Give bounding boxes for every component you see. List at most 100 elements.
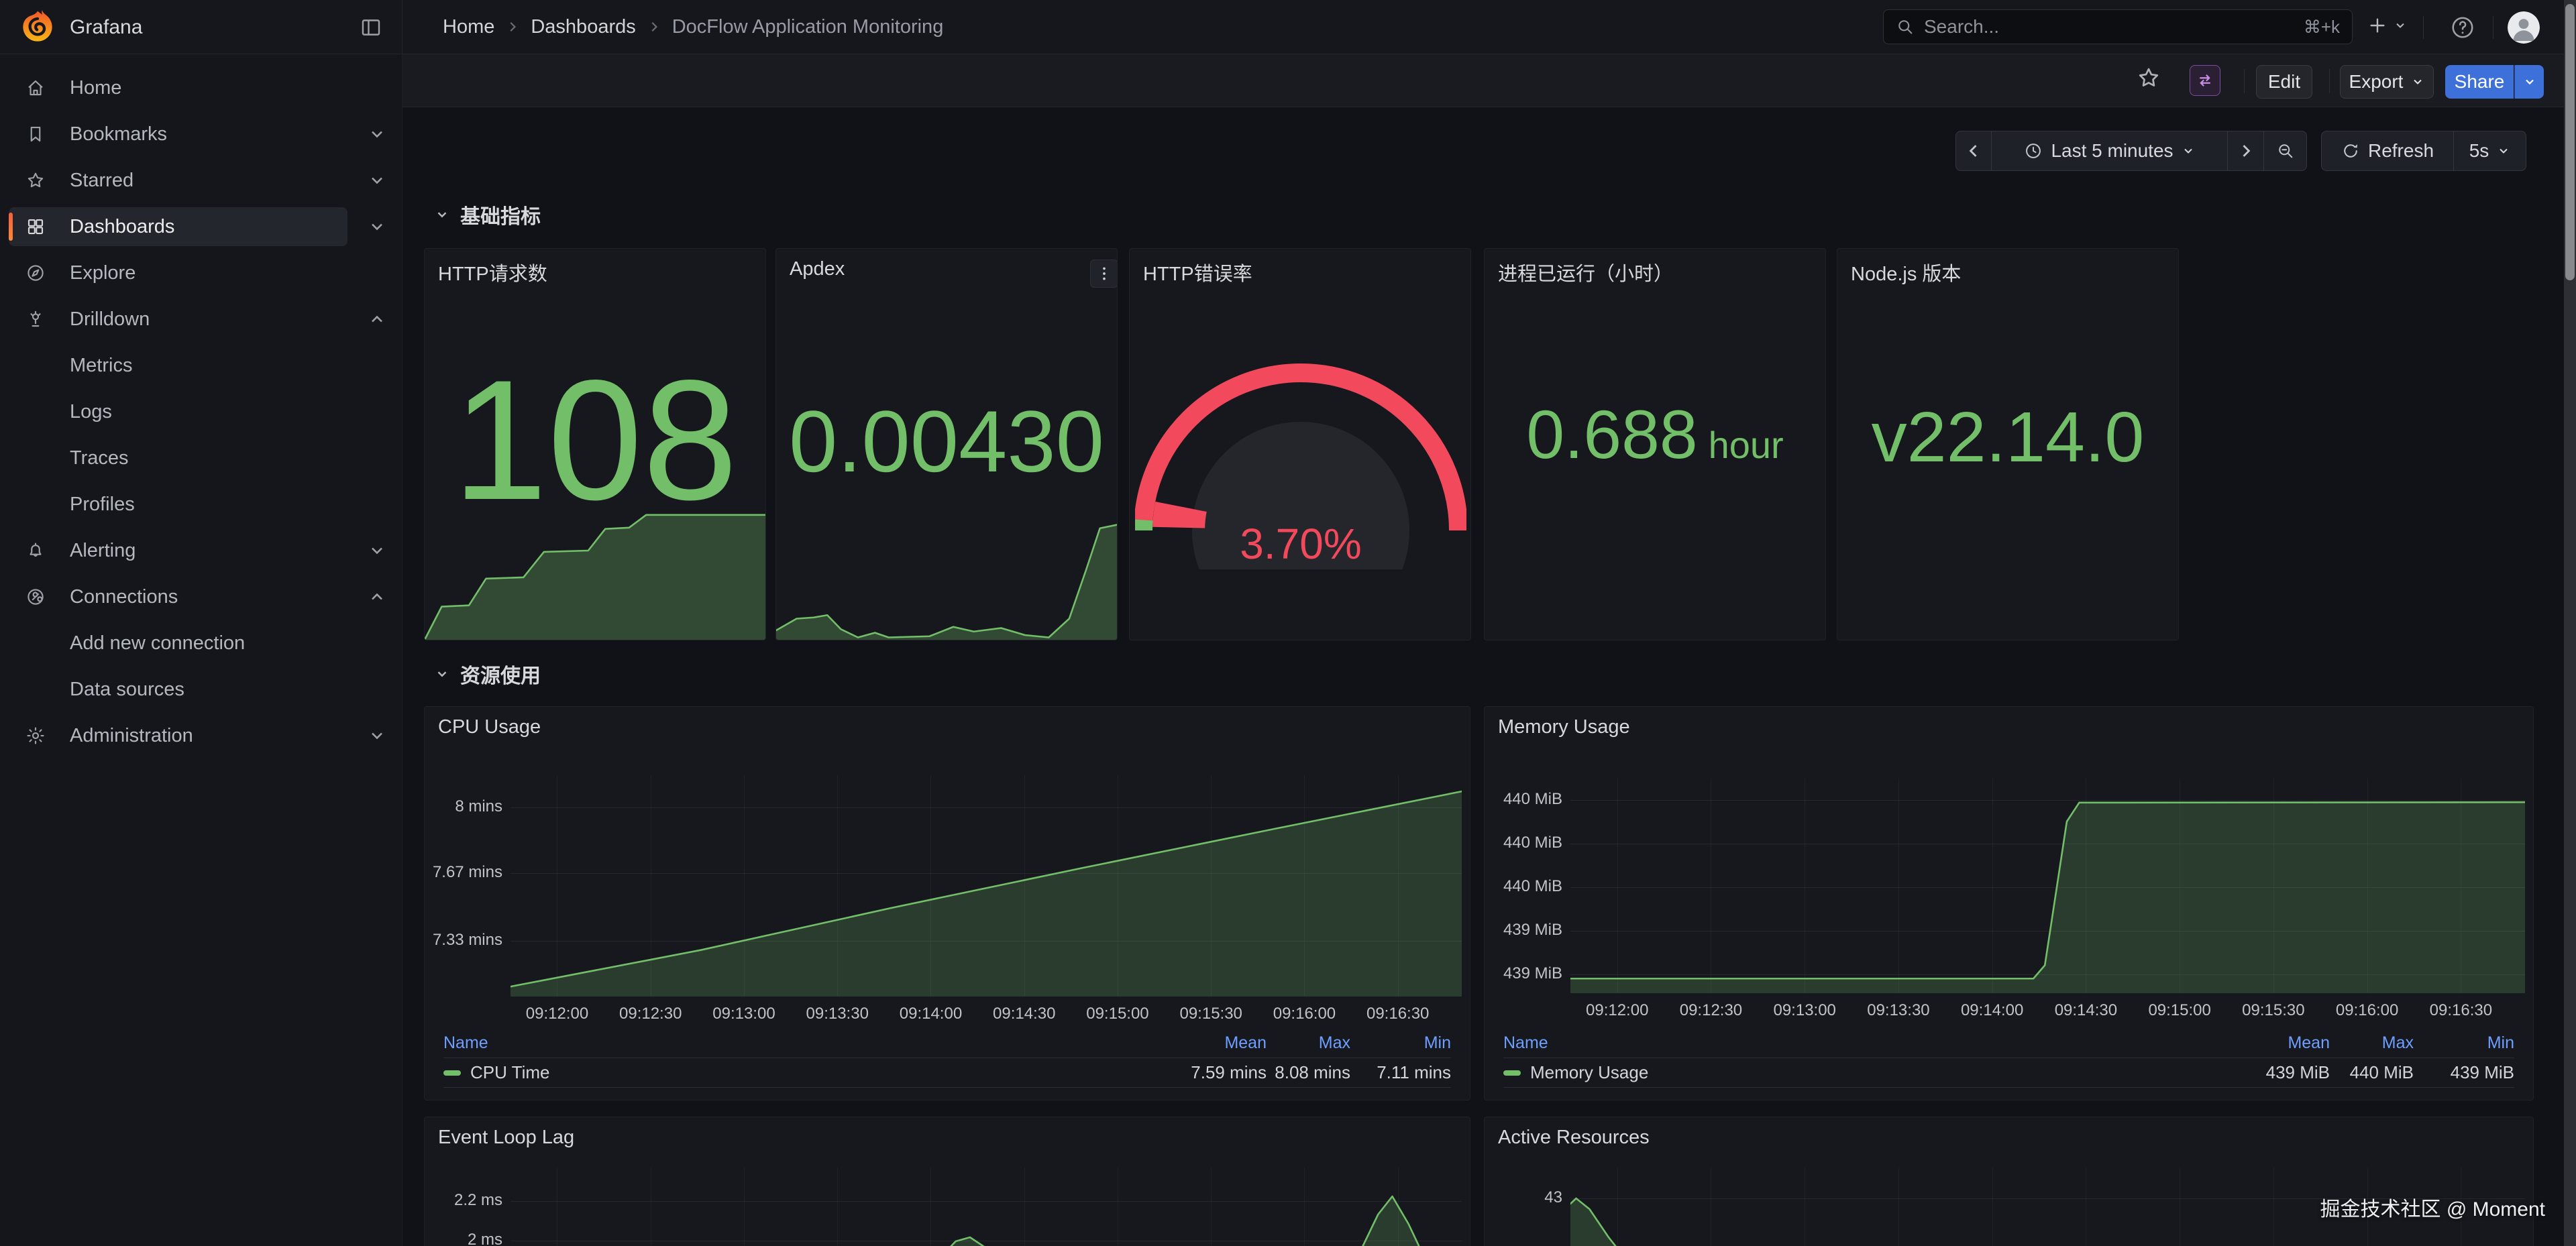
chevron-down-icon [435,667,449,681]
chart-legend: Name Mean Max Min CPU Time 7.59 mins 8.0… [425,1029,1470,1088]
time-shift-back-button[interactable] [1956,131,1991,170]
panel-title[interactable]: Active Resources [1498,1127,1650,1149]
sidebar-item-metrics[interactable]: Metrics [9,346,347,385]
series-name[interactable]: CPU Time [470,1062,549,1083]
grafana-logo-icon[interactable] [20,9,55,44]
sidebar-item-label: Dashboards [70,216,174,238]
time-range-picker[interactable]: Last 5 minutes [1991,131,2227,170]
scrollbar-thumb[interactable] [2565,4,2575,280]
series-mean: 439 MiB [2236,1062,2330,1083]
sidebar-item-profiles[interactable]: Profiles [9,485,347,524]
search-box[interactable]: ⌘+k [1883,9,2353,44]
nav-brand-section: Grafana [0,0,402,54]
export-button-label: Export [2349,71,2404,93]
panel-title[interactable]: Event Loop Lag [438,1127,574,1149]
panel-title[interactable]: CPU Usage [438,716,541,738]
legend-header-name[interactable]: Name [1503,1033,2236,1053]
zoom-out-button[interactable] [2263,131,2306,170]
sidebar-item-connections[interactable]: Connections [9,577,347,616]
sidebar-item-administration[interactable]: Administration [9,716,347,755]
drilldown-icon [25,309,46,329]
chevron-right-icon [505,19,520,34]
sidebar-item-dashboards[interactable]: Dashboards [9,207,347,246]
search-input[interactable] [1924,16,2294,38]
sidebar-item-label: Traces [70,447,129,469]
refresh-interval-label: 5s [2469,140,2489,162]
chevron-down-icon [2497,144,2510,158]
edit-button[interactable]: Edit [2256,65,2312,99]
sidebar-item-label: Starred [70,170,133,192]
row-header-resource-usage[interactable]: 资源使用 [435,659,541,689]
panel-title[interactable]: HTTP请求数 [438,258,547,286]
legend-header-mean[interactable]: Mean [2236,1033,2330,1053]
sidebar-item-starred[interactable]: Starred [9,161,347,200]
row-header-basic-metrics[interactable]: 基础指标 [435,200,541,229]
search-icon [1896,17,1915,36]
panel-nodejs-version: Node.js 版本 v22.14.0 [1837,248,2179,640]
chevron-up-icon[interactable] [368,587,386,606]
chevron-left-icon [1964,141,1983,160]
help-icon[interactable] [2450,15,2475,40]
refresh-button[interactable]: Refresh [2322,131,2453,170]
chevron-up-icon[interactable] [368,310,386,329]
top-nav-bar: Grafana Home Dashboards DocFlow Applicat… [0,0,2576,54]
breadcrumb-dashboards[interactable]: Dashboards [531,16,635,38]
stat-value: 0.688 [1526,400,1697,469]
favorite-star-icon[interactable] [2136,65,2161,91]
chevron-down-icon[interactable] [368,726,386,745]
share-menu-button[interactable] [2514,65,2544,99]
panel-title[interactable]: 进程已运行（小时） [1498,258,1673,286]
legend-header-min[interactable]: Min [2414,1033,2514,1053]
sidebar-item-traces[interactable]: Traces [9,439,347,477]
export-button[interactable]: Export [2340,65,2434,99]
legend-header-mean[interactable]: Mean [1173,1033,1267,1053]
chevron-down-icon [435,207,449,222]
sidebar-item-bookmarks[interactable]: Bookmarks [9,115,347,154]
sidebar-item-drilldown[interactable]: Drilldown [9,300,347,339]
sidebar-item-add-new-connection[interactable]: Add new connection [9,624,347,663]
new-button[interactable] [2367,15,2407,36]
share-button[interactable]: Share [2445,65,2514,99]
divider [2329,69,2330,93]
sidebar-item-label: Home [70,77,121,99]
legend-header-max[interactable]: Max [2330,1033,2414,1053]
sidebar-item-label: Profiles [70,494,135,516]
legend-header-name[interactable]: Name [443,1033,1173,1053]
breadcrumb-home[interactable]: Home [443,16,494,38]
sidebar-toggle-icon[interactable] [360,16,382,39]
svg-text:3.70%: 3.70% [1240,520,1361,568]
refresh-label: Refresh [2368,140,2434,162]
panel-title[interactable]: HTTP错误率 [1143,258,1252,286]
kebab-menu-icon [1095,265,1113,282]
sidebar-item-explore[interactable]: Explore [9,253,347,292]
sidebar-item-home[interactable]: Home [9,68,347,107]
panel-title[interactable]: Apdex [790,258,845,280]
time-shift-forward-button[interactable] [2227,131,2263,170]
row-title: 基础指标 [460,200,541,229]
user-avatar[interactable] [2508,11,2540,44]
chevron-down-icon[interactable] [368,541,386,560]
panel-menu-button[interactable] [1090,260,1118,288]
legend-header-min[interactable]: Min [1350,1033,1451,1053]
stat-unit: hour [1709,427,1784,464]
sidebar-item-data-sources[interactable]: Data sources [9,670,347,709]
chevron-down-icon[interactable] [368,171,386,190]
sidebar-item-alerting[interactable]: Alerting [9,531,347,570]
panel-title[interactable]: Node.js 版本 [1851,258,1961,286]
dashboard-toolbar: Edit Export Share [402,54,2576,107]
sidebar-item-label: Metrics [70,355,132,377]
swap-arrows-icon [2195,70,2215,91]
compass-icon [25,263,46,283]
panel-title[interactable]: Memory Usage [1498,716,1630,738]
legend-header-max[interactable]: Max [1267,1033,1350,1053]
chevron-down-icon[interactable] [368,217,386,236]
public-dashboard-button[interactable] [2190,65,2220,96]
series-name[interactable]: Memory Usage [1530,1062,1648,1083]
refresh-interval-picker[interactable]: 5s [2453,131,2526,170]
panel-cpu-usage: CPU Usage Name Mean Max Min CPU Time 7.5… [424,706,1470,1100]
chevron-down-icon[interactable] [368,125,386,144]
series-max: 8.08 mins [1267,1062,1350,1083]
refresh-controls: Refresh 5s [2321,131,2526,171]
sidebar-item-logs[interactable]: Logs [9,392,347,431]
sidebar-item-label: Explore [70,262,136,284]
